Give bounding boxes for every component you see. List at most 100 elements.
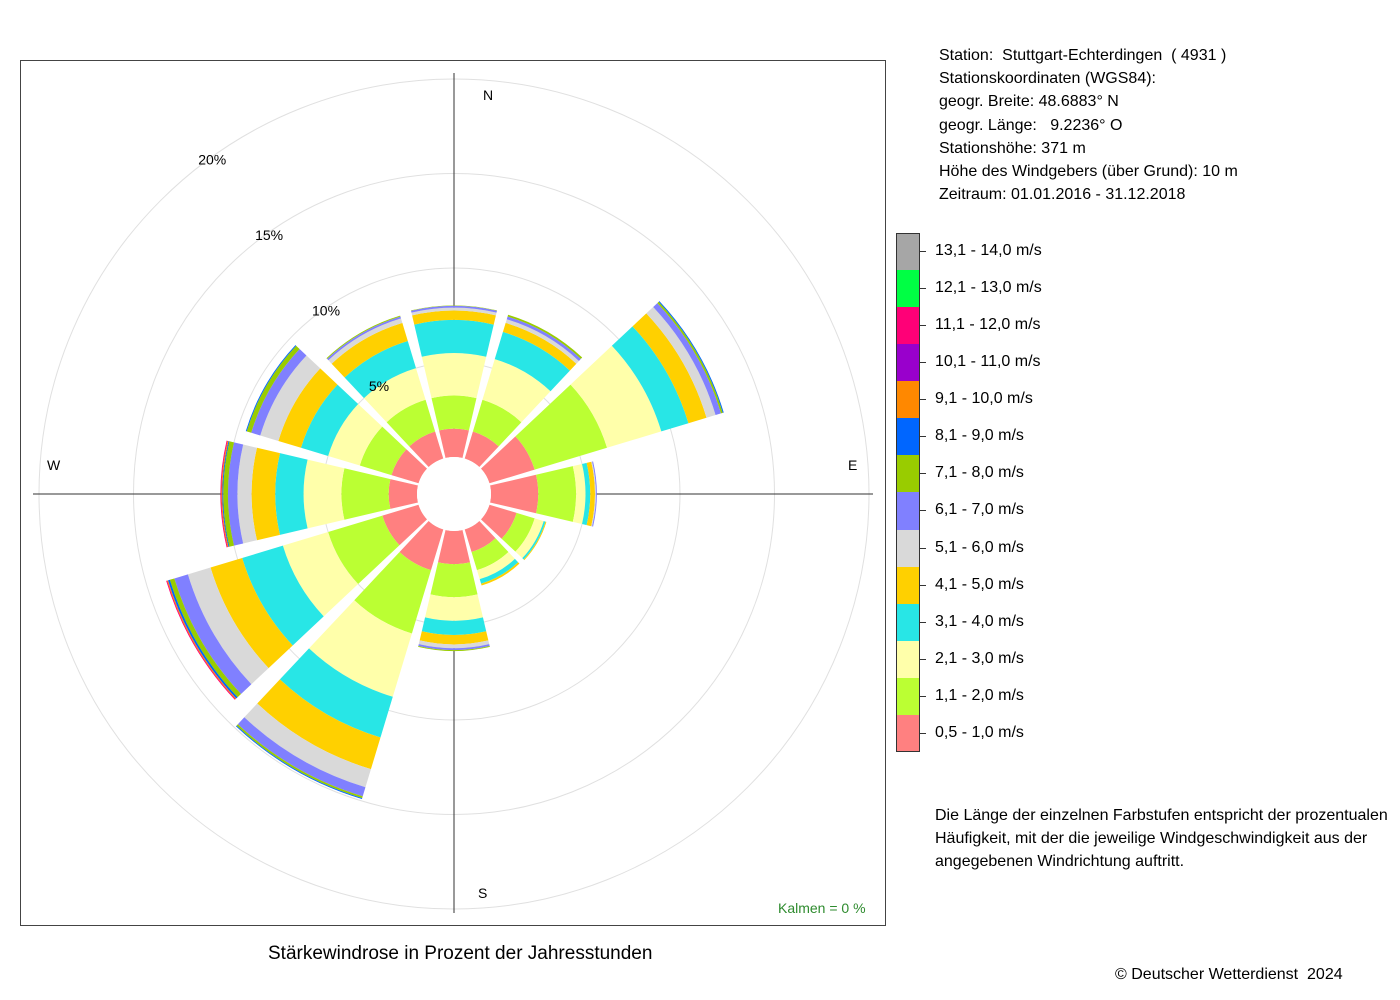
sector-segment-210-class-7 — [237, 717, 366, 797]
legend-swatch — [896, 640, 920, 678]
legend-swatch — [896, 233, 920, 271]
ring-label: 5% — [369, 378, 389, 394]
legend-label: 2,1 - 3,0 m/s — [935, 649, 1024, 667]
station-elevation: Stationshöhe: 371 m — [939, 139, 1086, 157]
sector-segment-30-class-7 — [506, 316, 581, 361]
sector-segment-60-class-3 — [570, 345, 662, 448]
sector-segment-30-class-1 — [464, 431, 499, 468]
legend-tick — [920, 584, 926, 586]
sector-segment-0-class-4 — [414, 319, 494, 357]
ring-label: 15% — [255, 227, 283, 243]
legend-label: 5,1 - 6,0 m/s — [935, 538, 1024, 556]
legend-label: 0,5 - 1,0 m/s — [935, 723, 1024, 741]
legend-tick — [920, 695, 926, 697]
sector-segment-30-class-3 — [482, 359, 551, 423]
sector-segment-270-class-9 — [222, 441, 230, 547]
sector-segment-210-class-4 — [279, 648, 393, 738]
sector-segment-210-class-2 — [354, 551, 432, 634]
legend-item: 6,1 - 7,0 m/s — [896, 492, 1096, 530]
latitude: geogr. Breite: 48.6883° N — [939, 93, 1119, 111]
sector-segment-0-class-3 — [421, 353, 487, 399]
sector-segment-150-class-1 — [464, 520, 496, 553]
sector-segment-180-class-6 — [418, 640, 490, 649]
sector-segment-180-class-3 — [425, 594, 483, 621]
legend-label: 6,1 - 7,0 m/s — [935, 501, 1024, 519]
sector-segment-90-class-5 — [586, 461, 595, 527]
sector-segment-300-class-6 — [260, 355, 321, 441]
legend-tick — [920, 621, 926, 623]
note-line: angegebenen Windrichtung auftritt. — [935, 853, 1185, 870]
legend-label: 9,1 - 10,0 m/s — [935, 390, 1033, 408]
ring-label: 10% — [312, 303, 340, 319]
legend-swatch — [896, 381, 920, 419]
legend-swatch — [896, 418, 920, 456]
sector-segment-0-class-5 — [412, 310, 496, 325]
legend-item: 8,1 - 9,0 m/s — [896, 418, 1096, 456]
sector-segment-60-class-1 — [480, 436, 535, 484]
legend-label: 11,1 - 12,0 m/s — [935, 316, 1041, 334]
legend-swatch — [896, 344, 920, 382]
plot-frame: 5% 10% 15% 20% N E S W Kalmen = 0 % — [20, 60, 886, 926]
sector-segment-150-class-3 — [476, 551, 515, 580]
legend-swatch — [896, 714, 920, 752]
compass-label-w: W — [47, 457, 61, 473]
sector-segment-300-class-3 — [328, 403, 383, 466]
legend-label: 13,1 - 14,0 m/s — [935, 242, 1042, 259]
legend-tick — [920, 251, 926, 252]
sector-segment-150-class-4 — [479, 558, 519, 584]
sector-segment-240-class-4 — [242, 545, 324, 646]
legend-label: 4,1 - 5,0 m/s — [935, 575, 1024, 593]
sector-segment-180-class-7 — [418, 644, 490, 651]
legend-item: 4,1 - 5,0 m/s — [896, 566, 1096, 604]
legend-swatch — [896, 529, 920, 567]
legend-item: 9,1 - 10,0 m/s — [896, 381, 1096, 419]
legend-item: 13,1 - 14,0 m/s — [896, 233, 1096, 271]
sector-segment-90-class-1 — [490, 474, 539, 514]
sector-segment-30-class-2 — [472, 399, 522, 447]
legend-tick — [920, 399, 926, 401]
sector-segment-150-class-5 — [481, 562, 520, 586]
chart-title: Stärkewindrose in Prozent der Jahresstun… — [268, 943, 653, 964]
sector-segment-270-class-3 — [303, 459, 345, 529]
sector-segment-0-class-2 — [431, 395, 477, 431]
sector-segment-30-class-4 — [494, 331, 570, 392]
sector-segment-180-class-2 — [430, 562, 478, 598]
legend-item: 0,5 - 1,0 m/s — [896, 714, 1096, 752]
sector-segment-120-class-2 — [501, 512, 535, 552]
sector-segment-270-class-6 — [237, 444, 257, 544]
sector-segment-240-class-6 — [187, 567, 269, 685]
calm-label: Kalmen = 0 % — [778, 900, 866, 916]
legend-tick — [920, 288, 926, 290]
sector-segment-330-class-4 — [344, 340, 416, 399]
longitude: geogr. Länge: 9.2236° O — [939, 116, 1123, 134]
legend-item: 11,1 - 12,0 m/s — [896, 307, 1096, 345]
compass-label-s: S — [478, 885, 487, 901]
sector-segment-270-class-5 — [251, 447, 280, 541]
legend-label: 12,1 - 13,0 m/s — [935, 279, 1042, 297]
sector-segment-30-class-5 — [502, 322, 577, 371]
sector-segment-0-class-6 — [411, 307, 497, 316]
sector-segment-180-class-8 — [418, 645, 490, 652]
legend-item: 1,1 - 2,0 m/s — [896, 677, 1096, 715]
sector-segment-180-class-1 — [438, 530, 470, 565]
sector-segment-0-class-8 — [410, 305, 498, 311]
sector-segment-300-class-4 — [300, 384, 359, 456]
sector-segment-90-class-7 — [592, 461, 597, 527]
legend-item: 2,1 - 3,0 m/s — [896, 640, 1096, 678]
legend-label: 8,1 - 9,0 m/s — [935, 427, 1024, 445]
sector-segment-330-class-6 — [328, 318, 403, 364]
sector-segment-240-class-7 — [174, 574, 252, 694]
compass-label-e: E — [848, 457, 857, 473]
sector-segment-0-class-1 — [439, 428, 469, 458]
sector-segment-270-class-1 — [388, 479, 418, 509]
explanation-note: Die Länge der einzelnen Farbstufen entsp… — [935, 804, 1395, 873]
sector-segment-330-class-3 — [363, 368, 426, 423]
legend-swatch — [896, 603, 920, 641]
sector-segment-270-class-7 — [227, 442, 244, 546]
sector-segment-120-class-1 — [480, 504, 517, 539]
legend-item: 7,1 - 8,0 m/s — [896, 455, 1096, 493]
sector-segment-270-class-10 — [221, 440, 229, 548]
sector-segment-330-class-2 — [386, 399, 436, 447]
legend-swatch — [896, 566, 920, 604]
wind-rose-chart: 5% 10% 15% 20% N E S W Kalmen = 0 % — [33, 73, 873, 916]
